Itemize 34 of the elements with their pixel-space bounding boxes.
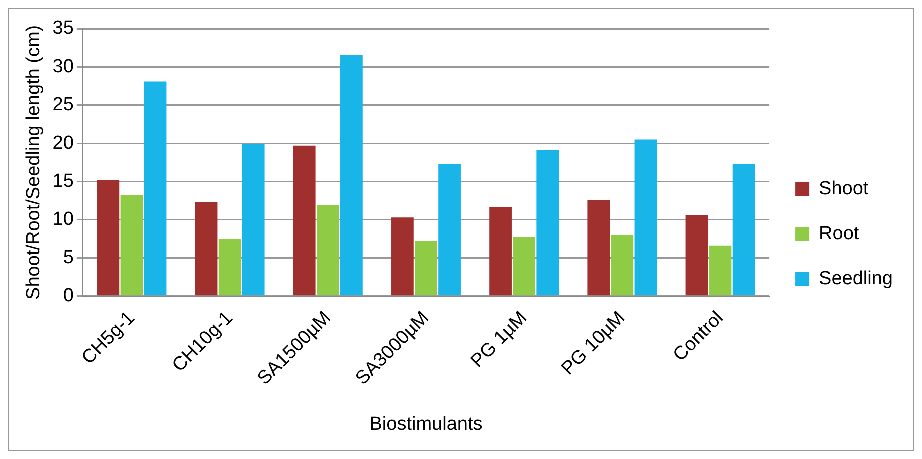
bar [709, 246, 732, 296]
bar [513, 238, 536, 296]
bar [415, 241, 438, 296]
bar [686, 215, 708, 296]
y-axis-title: Shoot/Root/Seedling length (cm) [24, 25, 45, 300]
y-tick-label: 5 [63, 247, 74, 268]
bar [293, 146, 316, 296]
y-tick-label: 10 [52, 209, 74, 230]
bar [611, 235, 634, 296]
bar [490, 206, 512, 296]
legend-label: Root [819, 224, 860, 245]
bar [242, 144, 265, 296]
y-tick-label: 35 [52, 18, 74, 40]
bar [588, 200, 610, 296]
bar [340, 54, 363, 296]
bar [438, 164, 461, 296]
legend-label: Seedling [819, 268, 894, 290]
bar [97, 180, 120, 296]
bar [218, 239, 242, 296]
bar [536, 150, 560, 296]
bar [732, 164, 756, 296]
x-axis-title: Biostimulants [370, 414, 483, 435]
bar [195, 202, 218, 296]
bar [144, 82, 167, 296]
y-tick-label: 15 [52, 171, 74, 192]
bar [392, 218, 414, 296]
bar [316, 205, 340, 296]
legend-label: Shoot [819, 178, 870, 200]
y-tick-label: 25 [52, 94, 74, 116]
y-tick-label: 20 [52, 132, 74, 154]
y-tick-label: 30 [52, 56, 74, 78]
bar [120, 196, 144, 296]
bar [634, 140, 658, 296]
y-tick-label: 0 [63, 286, 74, 307]
